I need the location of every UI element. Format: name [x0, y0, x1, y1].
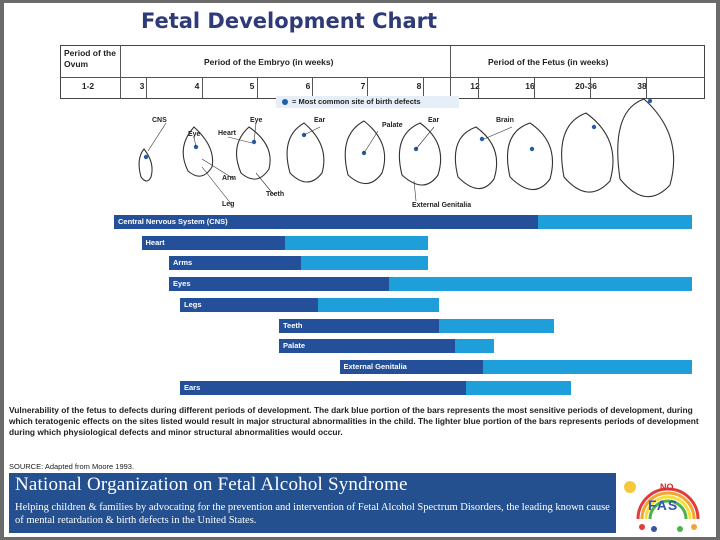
embryo-illustrations: [138, 98, 675, 206]
week-label: 6: [305, 81, 311, 91]
page-title: Fetal Development Chart: [140, 9, 438, 33]
bar-light-segment: [317, 297, 439, 312]
label-palate: Palate: [382, 122, 403, 129]
label-cns: CNS: [152, 117, 167, 124]
week-label: 12: [470, 81, 480, 91]
bar-label: Eyes: [173, 279, 191, 289]
bar-dark-segment: [169, 277, 389, 292]
bar-light-segment: [438, 318, 554, 333]
week-divider: [590, 78, 591, 99]
week-divider: [478, 78, 479, 99]
period-embryo-label: Period of the Embryo (in weeks): [204, 57, 334, 67]
label-eye: Eye: [188, 131, 201, 138]
bar-label: Teeth: [283, 320, 303, 330]
bar-light-segment: [455, 339, 494, 354]
embryo-week6-icon: [286, 122, 325, 183]
bar-label: Arms: [173, 258, 193, 268]
ovum-divider: [120, 45, 121, 99]
legend: = Most common site of birth defects: [276, 96, 459, 108]
embryo-week8-icon: [398, 122, 442, 186]
bar-dark-segment: [114, 215, 538, 229]
organization-name: National Organization on Fetal Alcohol S…: [15, 474, 408, 495]
label-ear: Ear: [314, 117, 326, 124]
rainbow-icon: [624, 481, 700, 532]
fetus-week20-36-icon: [561, 112, 614, 193]
bar-light-segment: [466, 380, 571, 395]
logo-no-text: NO: [660, 482, 674, 492]
bar-dark-segment: [141, 235, 285, 250]
week-divider: [367, 78, 368, 99]
mission-statement: Helping children & families by advocatin…: [15, 502, 610, 526]
week-divider: [257, 78, 258, 99]
bar-label: Palate: [283, 341, 306, 351]
week-label: 1-2: [81, 81, 95, 91]
week-divider: [202, 78, 203, 99]
chart-frame: Fetal Development Chart Period of the Ov…: [4, 3, 716, 537]
bar-label: Ears: [184, 382, 201, 392]
bar-dark-segment: [180, 297, 318, 312]
bar-dark-segment: [279, 339, 455, 354]
week-label: 4: [194, 81, 200, 91]
week-label: 38: [637, 81, 647, 91]
embryo-week5-icon: [235, 126, 271, 180]
week-divider: [146, 78, 147, 99]
period-fetus-label: Period of the Fetus (in weeks): [488, 57, 609, 67]
logo-fas-text: FAS: [648, 497, 679, 513]
embryo-week7-icon: [344, 120, 386, 185]
legend-text: = Most common site of birth defects: [292, 97, 421, 106]
bar-light-segment: [537, 215, 692, 229]
label-ear-2: Ear: [428, 117, 440, 124]
label-leg: Leg: [222, 201, 235, 208]
bar-dark-segment: [180, 380, 466, 395]
nofas-banner: National Organization on Fetal Alcohol S…: [9, 473, 616, 533]
week-divider: [423, 78, 424, 99]
week-label: 8: [416, 81, 422, 91]
bar-label: Heart: [145, 237, 165, 247]
bar-light-segment: [301, 256, 428, 271]
week-label: 5: [249, 81, 255, 91]
nofas-logo: NO FAS: [620, 469, 714, 535]
week-divider: [534, 78, 535, 99]
label-arm: Arm: [222, 175, 237, 182]
bar-dark-segment: [339, 359, 483, 374]
week-label: 3: [139, 81, 145, 91]
legend-dot-icon: [282, 99, 288, 106]
fetus-week38-icon: [617, 98, 675, 198]
week-label: 16: [525, 81, 535, 91]
week-label: 7: [360, 81, 366, 91]
week-label: 20-36: [575, 81, 597, 91]
header-divider: [60, 77, 705, 78]
bar-label: Legs: [184, 299, 202, 309]
bar-label: External Genitalia: [343, 361, 407, 371]
week-divider: [312, 78, 313, 99]
embryo-fetus-divider: [450, 45, 451, 99]
embryo-week4-icon: [182, 126, 214, 177]
fetus-week16-icon: [506, 122, 554, 191]
fetus-week12-icon: [454, 126, 498, 190]
source-note: SOURCE: Adapted from Moore 1993.: [9, 462, 135, 471]
label-eye-2: Eye: [250, 117, 263, 124]
label-brain: Brain: [496, 117, 514, 124]
embryo-week3-icon: [138, 148, 153, 182]
caption: Vulnerability of the fetus to defects du…: [9, 405, 699, 437]
label-external-genitalia: External Genitalia: [412, 202, 472, 209]
bar-dark-segment: [279, 318, 439, 333]
bar-label: Central Nervous System (CNS): [118, 217, 228, 226]
label-teeth: Teeth: [266, 191, 285, 198]
week-divider: [646, 78, 647, 99]
bar-light-segment: [284, 235, 428, 250]
bar-light-segment: [389, 277, 692, 292]
label-heart: Heart: [218, 130, 236, 137]
period-ovum-label: Period of the Ovum: [64, 48, 116, 69]
bar-light-segment: [482, 359, 692, 374]
bar-dark-segment: [169, 256, 301, 271]
